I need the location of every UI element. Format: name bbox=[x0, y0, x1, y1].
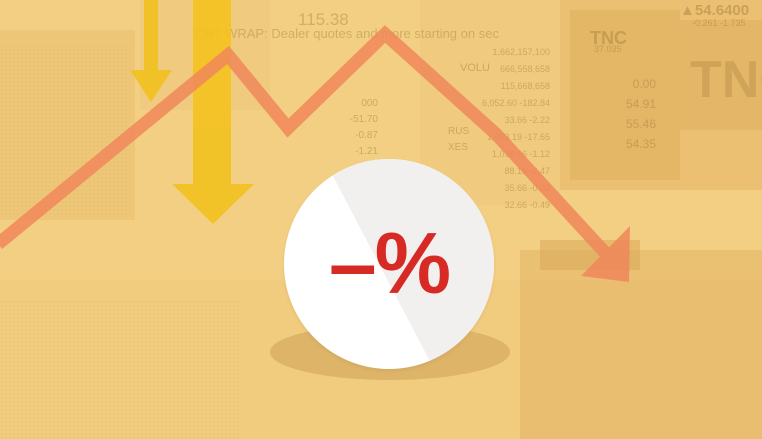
price-top-right: ▲54.6400 bbox=[680, 2, 750, 19]
value-mid-0: 1,662,157,100 bbox=[492, 47, 550, 57]
prices-right-column: 0.00 54.91 55.46 54.35 bbox=[596, 74, 656, 154]
value-mid-3: 6,052.60 -182.84 bbox=[481, 98, 550, 108]
value-left-0: 000 bbox=[361, 98, 378, 109]
mid-label-xes: XES bbox=[448, 142, 469, 153]
price-right-3: 54.35 bbox=[625, 137, 656, 151]
value-mid-1: 666,558,658 bbox=[499, 64, 550, 74]
price-right-0: 0.00 bbox=[632, 77, 656, 91]
minus-percent-label: –% bbox=[328, 215, 451, 312]
badge-shading bbox=[324, 159, 494, 369]
value-mid-2: 115,668,658 bbox=[500, 81, 550, 91]
board-top-number: 115.38 bbox=[298, 10, 349, 29]
value-left-1: -51.70 bbox=[349, 114, 378, 125]
board-caption: CNT WRAP: Dealer quotes and more startin… bbox=[195, 26, 499, 41]
price-right-2: 55.46 bbox=[625, 117, 656, 131]
symbol-left-sub: 37.035 bbox=[594, 44, 622, 54]
percent-badge: –% bbox=[284, 159, 494, 369]
value-left-3: -1.21 bbox=[355, 146, 378, 157]
value-left-2: -0.87 bbox=[355, 130, 378, 141]
symbol-big: TNC bbox=[690, 51, 762, 109]
mid-label-rus: RUS bbox=[448, 126, 470, 137]
price-top-right-sub: -0.261 -1.735 bbox=[692, 18, 746, 28]
price-right-1: 54.91 bbox=[625, 97, 656, 111]
